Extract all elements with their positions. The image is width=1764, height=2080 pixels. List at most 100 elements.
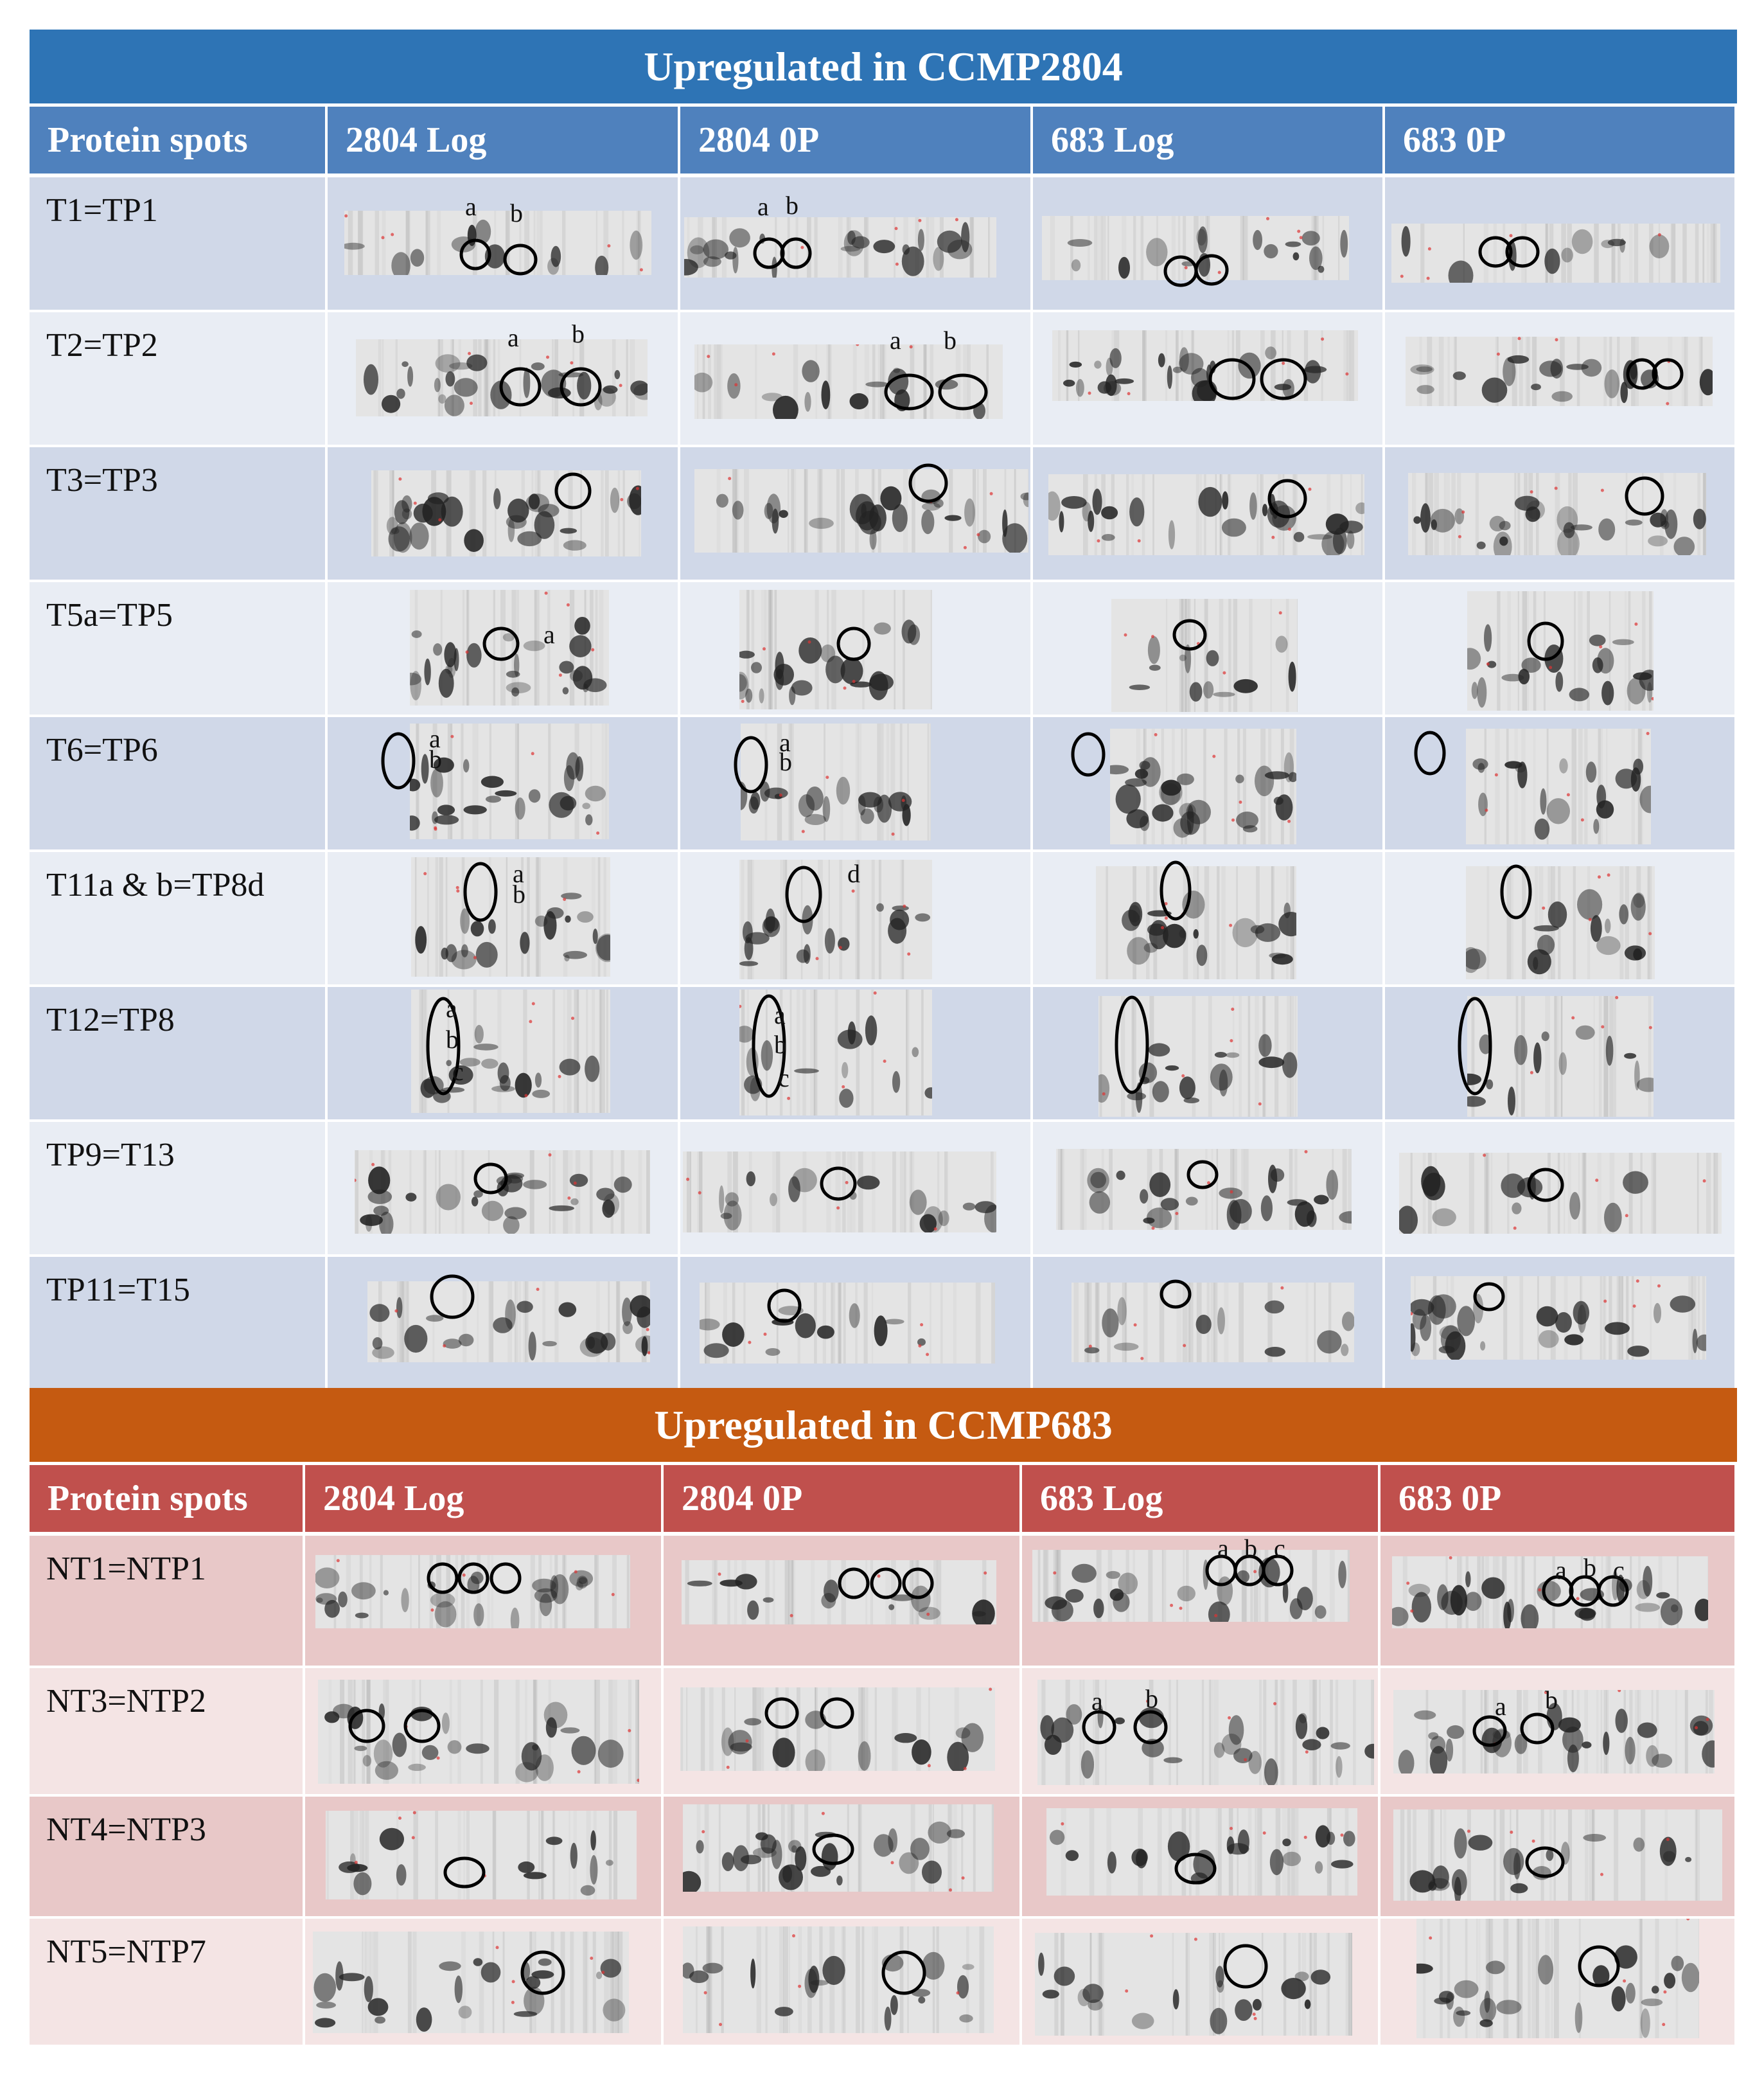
protein-spot (1503, 1848, 1524, 1875)
protein-spot (1208, 1601, 1230, 1622)
protein-spot (1605, 918, 1611, 934)
row-label: T11a & b=TP8d (30, 852, 328, 987)
protein-spot (821, 380, 831, 409)
protein-spot (528, 789, 541, 803)
protein-spot (1569, 1192, 1580, 1220)
protein-spot (1559, 758, 1568, 774)
protein-spot (1214, 1052, 1227, 1058)
gel-cell (1385, 1122, 1737, 1257)
gel-image (1110, 729, 1296, 844)
protein-spot (458, 2005, 472, 2019)
protein-spot (1624, 945, 1646, 961)
protein-spot (1639, 670, 1654, 691)
protein-spot (775, 2007, 793, 2016)
protein-spot (1165, 1065, 1179, 1071)
protein-spot (1471, 682, 1478, 699)
protein-spot (470, 1571, 484, 1585)
protein-spot (703, 256, 721, 267)
protein-spot (349, 1853, 356, 1866)
gel-cell (305, 1919, 664, 2047)
protein-spot (1179, 803, 1196, 819)
spot-letter: b (944, 326, 957, 355)
protein-spot (1195, 1315, 1212, 1334)
protein-spot (1235, 1999, 1253, 2021)
protein-spot (1080, 1750, 1094, 1779)
protein-spot (859, 510, 881, 535)
gel-thumbnail (1111, 599, 1298, 712)
protein-spot (1203, 681, 1214, 699)
gel-cell: a (328, 582, 680, 717)
protein-spot (918, 1996, 926, 2004)
gel-image (355, 1150, 650, 1234)
gel-cell (1033, 852, 1385, 987)
protein-spot (1061, 496, 1087, 509)
protein-spot (1317, 1330, 1342, 1354)
protein-spot (735, 1574, 757, 1590)
gel-cell (1385, 987, 1737, 1122)
spot-circle (785, 866, 822, 923)
protein-spot (912, 1739, 931, 1765)
protein-spot (804, 392, 811, 412)
protein-spot (1630, 893, 1646, 921)
protein-spot (1656, 1592, 1670, 1599)
protein-spot (561, 893, 582, 900)
protein-spot (1336, 1756, 1343, 1778)
protein-spot (919, 1214, 937, 1232)
spot-letter: c (1613, 1556, 1625, 1585)
protein-spot (1673, 537, 1695, 555)
protein-spot (869, 671, 888, 700)
gel-image (344, 211, 651, 275)
spot-circles (1458, 997, 1492, 1096)
gel-thumbnail (739, 860, 932, 979)
protein-spot (577, 371, 592, 400)
protein-spot (873, 1834, 894, 1857)
protein-spot (481, 776, 504, 788)
protein-spot (1457, 1306, 1476, 1337)
protein-spot (1399, 1205, 1418, 1234)
table-upregulated-ccmp2804: Upregulated in CCMP2804 Protein spots 28… (30, 30, 1737, 1392)
gel-cell (1033, 1122, 1385, 1257)
gel-cell (328, 1257, 680, 1392)
gel-cell (1380, 1797, 1737, 1919)
protein-spot (1275, 636, 1288, 653)
protein-spot (1282, 1052, 1298, 1078)
protein-spot (333, 1703, 355, 1719)
spot-circles (426, 997, 461, 1096)
protein-spot (1232, 918, 1258, 948)
protein-spot (641, 1336, 648, 1356)
protein-spot (513, 2011, 538, 2017)
spot-letter: b (779, 747, 792, 776)
gel-thumbnail (1391, 224, 1720, 283)
protein-spot (1624, 1053, 1637, 1059)
protein-spot (433, 643, 443, 656)
protein-spot (1447, 1725, 1465, 1739)
protein-spot (739, 1026, 754, 1043)
protein-spot (1113, 1342, 1139, 1351)
protein-spot (472, 1196, 479, 1207)
protein-spot (1340, 229, 1348, 258)
protein-spot (474, 1025, 484, 1044)
gel-image (371, 470, 641, 556)
protein-spot (1557, 528, 1580, 555)
protein-spot (441, 1712, 450, 1734)
protein-spot (430, 769, 443, 797)
protein-spot (364, 1976, 373, 2002)
protein-spot (1640, 2008, 1650, 2038)
gel-image (1408, 473, 1706, 555)
protein-spot (1069, 361, 1082, 368)
protein-spot (354, 1745, 367, 1752)
protein-spot (1702, 1740, 1715, 1768)
protein-spot (569, 670, 583, 682)
protein-spot (622, 1297, 632, 1326)
protein-spot (1531, 384, 1541, 391)
protein-spot (1432, 1208, 1456, 1227)
protein-spot (1521, 1604, 1539, 1628)
protein-spot (1604, 369, 1620, 398)
protein-spot (946, 1829, 965, 1838)
protein-spot (703, 239, 729, 260)
protein-spot (1258, 1034, 1272, 1057)
spot-circle (1578, 1945, 1620, 1987)
protein-spot (1646, 1745, 1659, 1767)
gel-thumbnail (683, 1926, 994, 2033)
